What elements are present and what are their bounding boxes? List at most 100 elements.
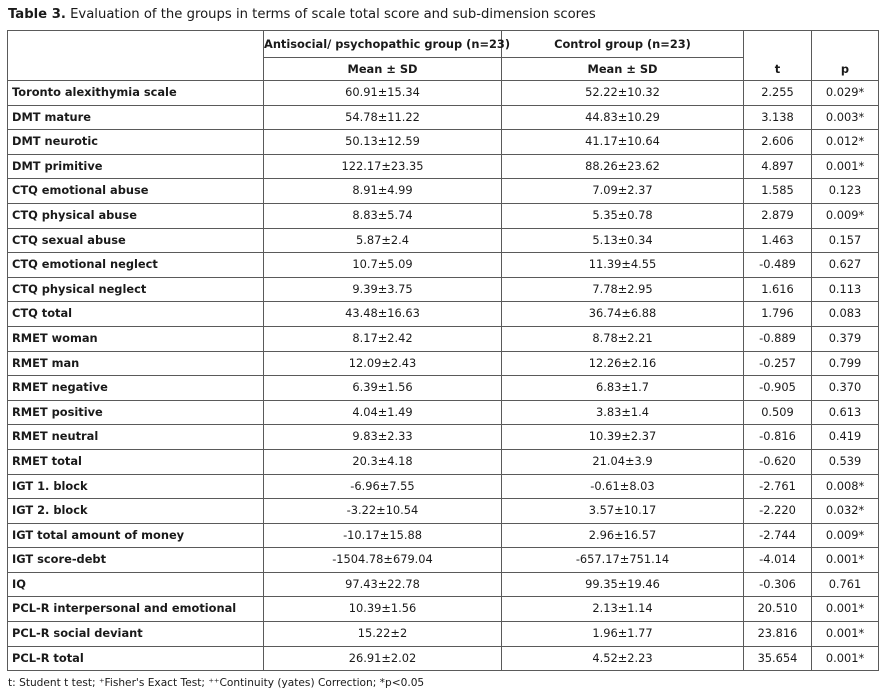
- table-row: DMT primitive 122.17±23.35 88.26±23.62 4.89…: [7, 153, 879, 180]
- row-label: RMET woman: [7, 325, 264, 352]
- row-label: RMET positive: [7, 399, 264, 426]
- t-value: 23.816: [743, 621, 812, 647]
- row-label: IQ: [7, 571, 264, 598]
- group2-value: 99.35±19.46: [501, 571, 744, 598]
- group2-value: 11.39±4.55: [501, 252, 744, 278]
- table-row: IGT 2. block -3.22±10.54 3.57±10.17 -2.220 0…: [7, 498, 879, 524]
- p-value: 0.370: [811, 375, 879, 401]
- group2-value: -657.17±751.14: [501, 547, 744, 573]
- row-label: RMET total: [7, 448, 264, 475]
- t-value: 1.796: [743, 301, 812, 327]
- header-blank-cell-bottom: [7, 57, 264, 81]
- group2-value: 41.17±10.64: [501, 129, 744, 155]
- header-p-top: [811, 30, 879, 58]
- p-value: 0.419: [811, 424, 879, 450]
- header-mean-sd-1: Mean ± SD: [263, 57, 502, 81]
- group1-value: -1504.78±679.04: [263, 547, 502, 573]
- t-value: 35.654: [743, 645, 812, 672]
- group1-value: 9.83±2.33: [263, 424, 502, 450]
- t-value: 4.897: [743, 153, 812, 180]
- group1-value: 12.09±2.43: [263, 350, 502, 377]
- group2-value: 1.96±1.77: [501, 621, 744, 647]
- p-value: 0.113: [811, 276, 879, 303]
- table-row: RMET negative 6.39±1.56 6.83±1.7 -0.905 0.37…: [7, 375, 879, 401]
- p-value: 0.761: [811, 571, 879, 598]
- p-value: 0.001*: [811, 621, 879, 647]
- p-value: 0.001*: [811, 645, 879, 672]
- p-value: 0.083: [811, 301, 879, 327]
- group1-value: 54.78±11.22: [263, 104, 502, 131]
- group1-value: 8.91±4.99: [263, 178, 502, 204]
- group2-value: 7.78±2.95: [501, 276, 744, 303]
- header-group1: Antisocial/ psychopathic group (n=23): [263, 30, 510, 58]
- row-label: CTQ emotional neglect: [7, 252, 264, 278]
- t-value: -2.220: [743, 498, 812, 524]
- t-value: 3.138: [743, 104, 812, 131]
- header-blank-cell: [7, 30, 264, 58]
- group1-value: 10.7±5.09: [263, 252, 502, 278]
- p-value: 0.157: [811, 227, 879, 254]
- group1-value: 60.91±15.34: [263, 80, 502, 106]
- t-value: 1.616: [743, 276, 812, 303]
- group2-value: 21.04±3.9: [501, 448, 744, 475]
- group2-value: 5.13±0.34: [501, 227, 744, 254]
- row-label: DMT mature: [7, 104, 264, 131]
- group1-value: -6.96±7.55: [263, 473, 502, 500]
- row-label: PCL-R interpersonal and emotional: [7, 596, 264, 623]
- group2-value: 88.26±23.62: [501, 153, 744, 180]
- row-label: PCL-R social deviant: [7, 621, 264, 647]
- header-t: t: [743, 57, 812, 81]
- group1-value: -10.17±15.88: [263, 522, 502, 549]
- group2-value: 7.09±2.37: [501, 178, 744, 204]
- group1-value: 122.17±23.35: [263, 153, 502, 180]
- row-label: IGT score-debt: [7, 547, 264, 573]
- group2-value: 6.83±1.7: [501, 375, 744, 401]
- table-row: RMET neutral 9.83±2.33 10.39±2.37 -0.816 0.4…: [7, 424, 879, 450]
- table-row: RMET woman 8.17±2.42 8.78±2.21 -0.889 0.379: [7, 325, 879, 352]
- header-p: p: [811, 57, 879, 81]
- group1-value: -3.22±10.54: [263, 498, 502, 524]
- t-value: -2.761: [743, 473, 812, 500]
- group2-value: 36.74±6.88: [501, 301, 744, 327]
- table-body: Toronto alexithymia scale 60.91±15.34 52.2…: [7, 80, 879, 672]
- row-label: RMET neutral: [7, 424, 264, 450]
- t-value: -0.306: [743, 571, 812, 598]
- group2-value: 12.26±2.16: [501, 350, 744, 377]
- group1-value: 97.43±22.78: [263, 571, 502, 598]
- group1-value: 8.83±5.74: [263, 202, 502, 229]
- t-value: -0.816: [743, 424, 812, 450]
- table-row: CTQ emotional abuse 8.91±4.99 7.09±2.37 1.5…: [7, 178, 879, 204]
- row-label: IGT 2. block: [7, 498, 264, 524]
- row-label: DMT neurotic: [7, 129, 264, 155]
- group2-value: 8.78±2.21: [501, 325, 744, 352]
- row-label: CTQ sexual abuse: [7, 227, 264, 254]
- header-group2: Control group (n=23): [501, 30, 744, 58]
- t-value: 20.510: [743, 596, 812, 623]
- table-row: IGT 1. block -6.96±7.55 -0.61±8.03 -2.761 0.…: [7, 473, 879, 500]
- group1-value: 43.48±16.63: [263, 301, 502, 327]
- group2-value: 2.13±1.14: [501, 596, 744, 623]
- table-row: IGT total amount of money -10.17±15.88 2.9…: [7, 522, 879, 549]
- table-row: Toronto alexithymia scale 60.91±15.34 52.2…: [7, 80, 879, 106]
- p-value: 0.001*: [811, 153, 879, 180]
- group1-value: 20.3±4.18: [263, 448, 502, 475]
- table-caption: Table 3. Evaluation of the groups in ter…: [8, 6, 596, 24]
- row-label: CTQ physical neglect: [7, 276, 264, 303]
- table-row: CTQ physical abuse 8.83±5.74 5.35±0.78 2.87…: [7, 202, 879, 229]
- results-table: Antisocial/ psychopathic group (n=23) Co…: [7, 30, 879, 672]
- p-value: 0.003*: [811, 104, 879, 131]
- row-label: RMET negative: [7, 375, 264, 401]
- t-value: 1.585: [743, 178, 812, 204]
- t-value: -0.905: [743, 375, 812, 401]
- p-value: 0.009*: [811, 522, 879, 549]
- table-row: CTQ emotional neglect 10.7±5.09 11.39±4.55…: [7, 252, 879, 278]
- group1-value: 10.39±1.56: [263, 596, 502, 623]
- table-row: CTQ sexual abuse 5.87±2.4 5.13±0.34 1.463 0.…: [7, 227, 879, 254]
- table-footnote: t: Student t test; ⁺Fisher's Exact Test;…: [8, 677, 425, 689]
- group2-value: 3.57±10.17: [501, 498, 744, 524]
- header-row-stats: Mean ± SD Mean ± SD t p: [7, 57, 879, 81]
- t-value: -0.889: [743, 325, 812, 352]
- group1-value: 6.39±1.56: [263, 375, 502, 401]
- row-label: Toronto alexithymia scale: [7, 80, 264, 106]
- p-value: 0.001*: [811, 596, 879, 623]
